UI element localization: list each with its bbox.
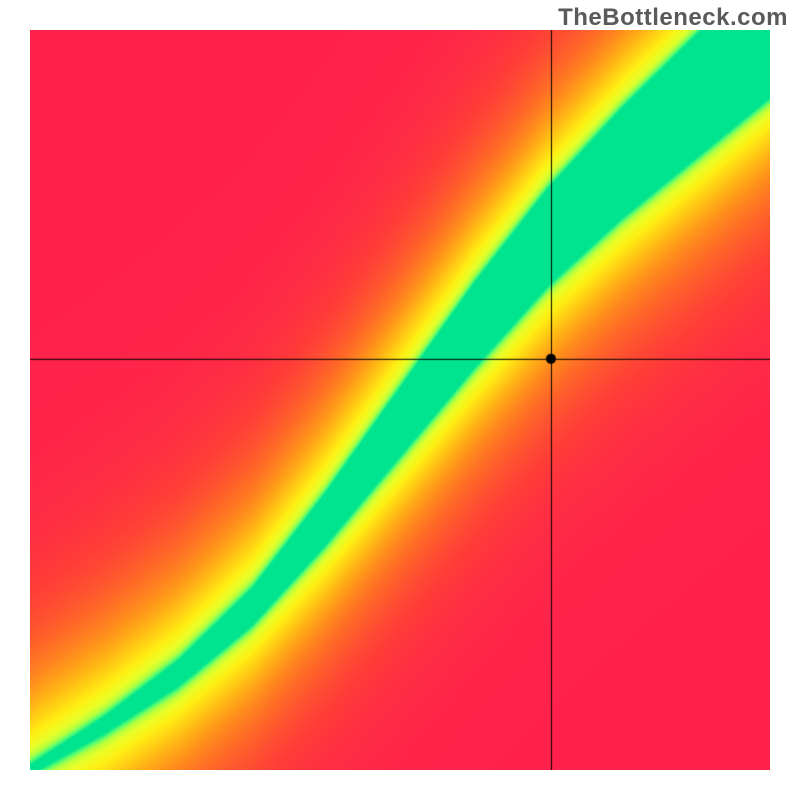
- watermark-text: TheBottleneck.com: [558, 4, 788, 32]
- bottleneck-heatmap: [30, 30, 770, 770]
